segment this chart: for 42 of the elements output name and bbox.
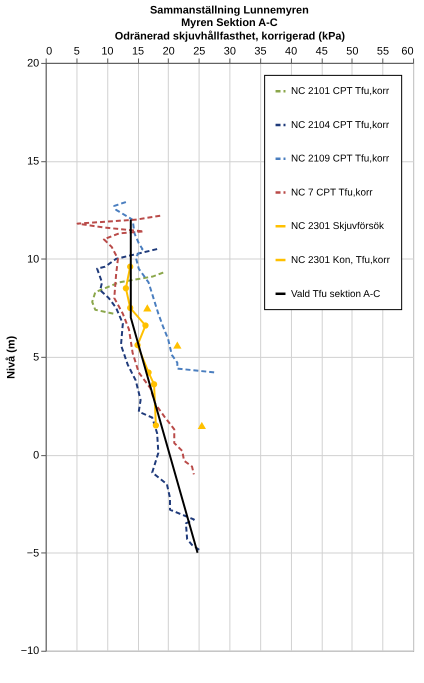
legend-label: NC 2101 CPT Tfu,korr: [290, 86, 390, 98]
point: [152, 422, 160, 429]
legend-label: NC 2301 Kon, Tfu,korr: [290, 254, 391, 266]
line-series: [113, 201, 216, 374]
line-series: [76, 214, 195, 476]
y-tick-label: 0: [33, 449, 40, 462]
point: [143, 304, 152, 312]
x-tick-label: 0: [46, 45, 52, 58]
x-tick-label: 10: [101, 45, 114, 58]
line-series: [96, 248, 202, 552]
legend-label: NC 2109 CPT Tfu,korr: [290, 154, 390, 165]
legend-label: NC 2301 Skjuvförsök: [290, 221, 384, 232]
point: [150, 381, 158, 388]
text: Myren Sektion A-C: [181, 17, 278, 30]
y-tick-label: 10: [27, 253, 40, 266]
x-tick-label: 45: [316, 45, 328, 58]
x-tick-label: 20: [162, 45, 175, 58]
y-tick-label: 15: [27, 155, 40, 168]
x-tick-label: 25: [193, 45, 206, 58]
x-tick-label: 15: [132, 45, 144, 58]
x-tick-label: 55: [376, 45, 390, 58]
legend-label: NC 7 CPT Tfu,korr: [290, 187, 374, 198]
y-tick-label: 5: [33, 351, 40, 364]
y-tick-label: −5: [26, 547, 40, 560]
point: [142, 322, 149, 329]
x-tick-label: 35: [254, 45, 267, 58]
text: Sammanställning Lunnemyren: [150, 4, 309, 16]
x-tick-label: 30: [224, 45, 236, 58]
legend-label: Vald Tfu sektion A-C: [290, 288, 380, 300]
x-tick-label: 5: [74, 45, 80, 58]
x-tick-label: 40: [285, 45, 298, 58]
y-tick-label: −10: [20, 645, 40, 658]
y-tick-label: 20: [27, 57, 40, 70]
x-axis-title: Odränerad skjuvhållfasthet, korrigerad (kPa): [114, 30, 346, 43]
x-tick-label: 50: [346, 45, 358, 58]
point: [122, 285, 130, 292]
point: [198, 422, 206, 430]
point: [173, 341, 182, 349]
line-series: [91, 272, 164, 315]
legend-label: NC 2104 CPT Tfu,korr: [290, 120, 390, 131]
x-tick-label: 60: [401, 45, 414, 58]
y-axis-title: Nivå (m): [6, 335, 18, 379]
